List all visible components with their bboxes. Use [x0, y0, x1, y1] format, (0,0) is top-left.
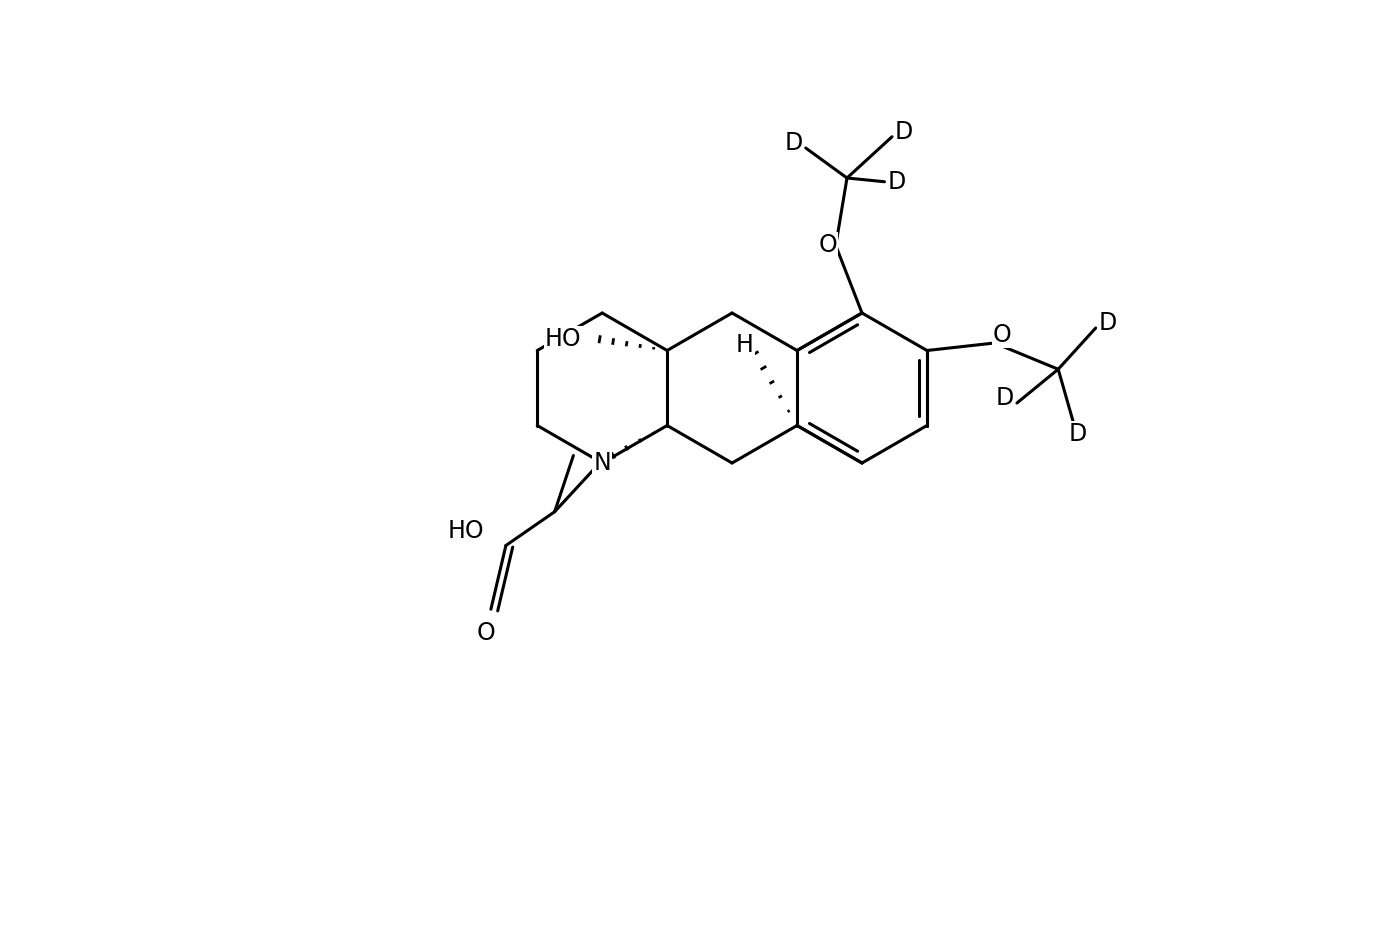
- Text: HO: HO: [448, 519, 483, 544]
- Text: D: D: [1099, 311, 1117, 335]
- Text: D: D: [887, 169, 906, 194]
- Text: D: D: [785, 131, 803, 155]
- Text: HO: HO: [545, 327, 581, 351]
- Text: D: D: [895, 119, 913, 144]
- Text: D: D: [1069, 421, 1088, 445]
- Text: H: H: [737, 333, 755, 357]
- Text: O: O: [476, 621, 496, 645]
- Text: O: O: [993, 323, 1012, 347]
- Text: N: N: [593, 451, 611, 475]
- Text: D: D: [996, 386, 1013, 410]
- Text: O: O: [818, 233, 837, 257]
